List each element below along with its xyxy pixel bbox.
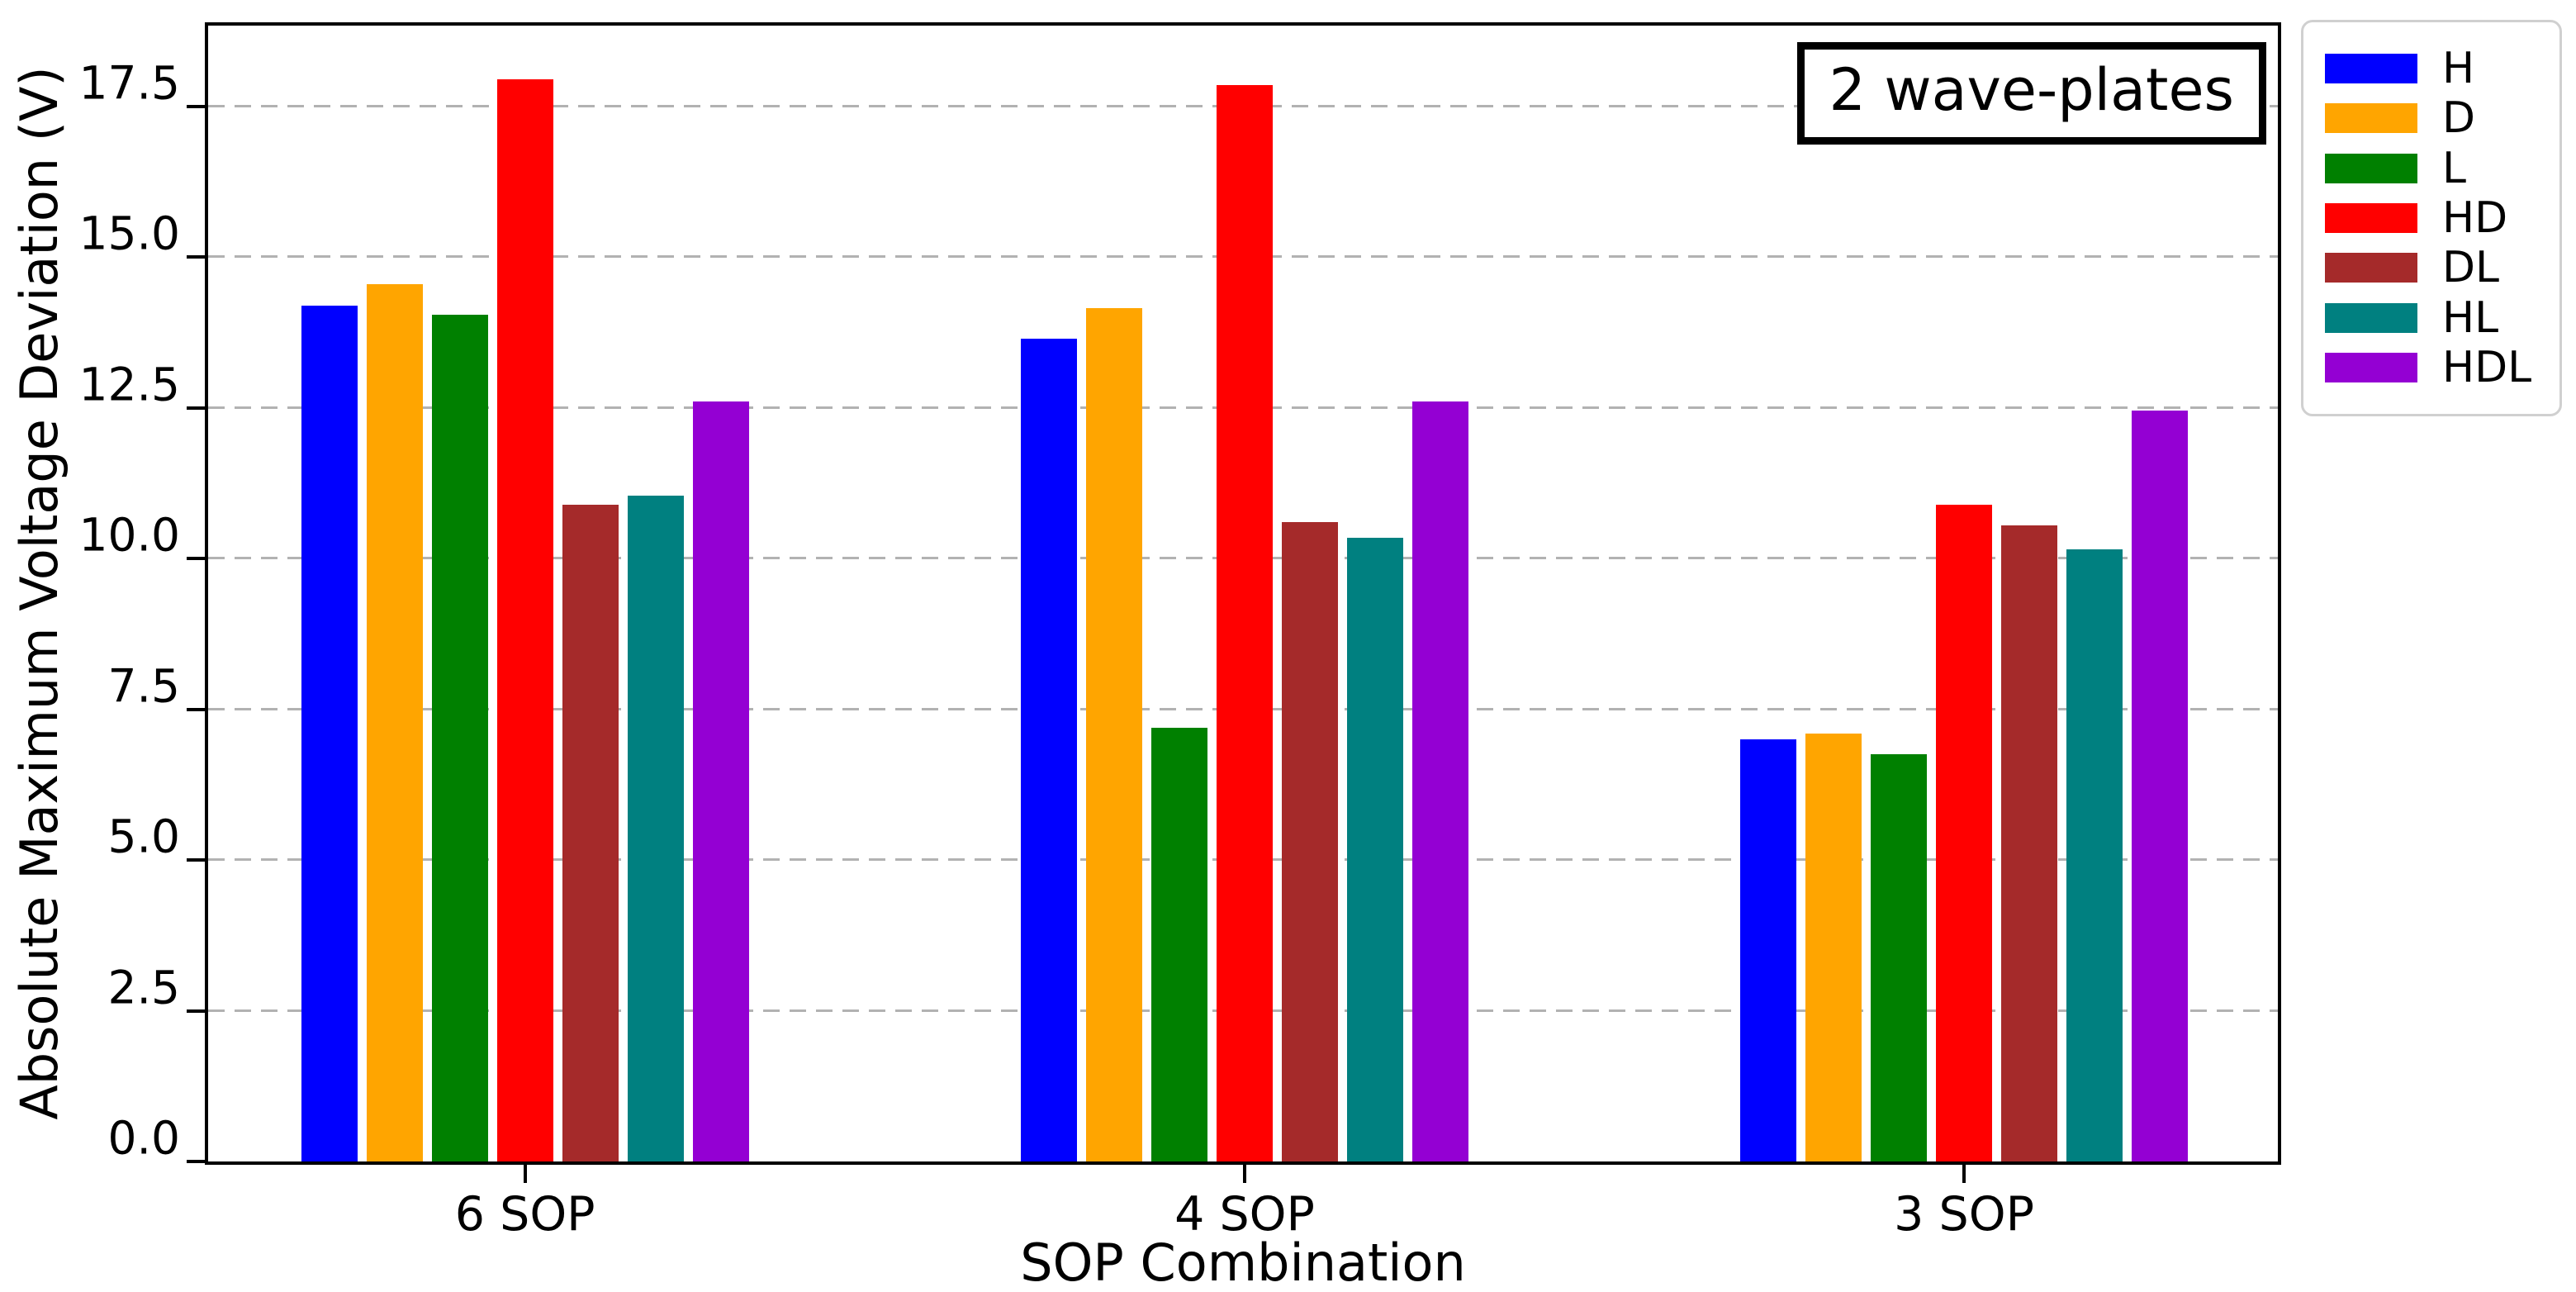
- legend-item-l: L: [2325, 147, 2538, 190]
- legend-label-dl: DL: [2442, 243, 2500, 293]
- y-tick-label-10.0: 10.0: [78, 508, 180, 562]
- legend-swatch-l: [2325, 153, 2417, 183]
- legend-item-hd: HD: [2325, 197, 2538, 240]
- legend-item-hdl: HDL: [2325, 346, 2538, 389]
- legend-swatch-hdl: [2325, 352, 2417, 382]
- annotation-box: 2 wave-plates: [1796, 42, 2266, 145]
- bar-l-3-sop: [1871, 754, 1928, 1161]
- bar-hl-6-sop: [627, 495, 684, 1161]
- x-tick-mark-6-sop: [523, 1165, 527, 1183]
- y-tick-label-0.0: 0.0: [107, 1111, 180, 1165]
- bar-hl-4-sop: [1347, 537, 1403, 1161]
- x-tick-label-4-sop: 4 SOP: [1174, 1187, 1315, 1242]
- y-tick-mark-5.0: [187, 858, 205, 862]
- legend-label-hd: HD: [2442, 192, 2508, 243]
- y-tick-label-2.5: 2.5: [107, 961, 180, 1014]
- legend: H D L HD DL HL HDL: [2301, 20, 2562, 416]
- y-tick-mark-0.0: [187, 1160, 205, 1163]
- bar-hdl-4-sop: [1412, 401, 1468, 1161]
- bar-l-4-sop: [1151, 727, 1207, 1161]
- legend-label-hdl: HDL: [2442, 342, 2532, 392]
- plot-area: 2 wave-plates 0.0 2.5 5.0 7.5 10.0 12.5 15.0 17…: [79, 22, 2281, 1238]
- legend-swatch-hl: [2325, 302, 2417, 333]
- bar-d-3-sop: [1805, 733, 1862, 1161]
- x-tick-mark-4-sop: [1243, 1165, 1246, 1183]
- y-axis-label: Absolute Maximum Voltage Deviation (V): [9, 66, 69, 1120]
- bar-hd-6-sop: [496, 78, 553, 1161]
- bar-dl-3-sop: [2001, 525, 2058, 1161]
- legend-item-dl: DL: [2325, 246, 2538, 289]
- bar-hd-3-sop: [1936, 504, 1993, 1161]
- y-tick-mark-15.0: [187, 255, 205, 259]
- bar-hdl-3-sop: [2132, 411, 2189, 1161]
- legend-label-hl: HL: [2442, 292, 2499, 343]
- annotation-text: 2 wave-plates: [1829, 56, 2234, 124]
- bar-h-3-sop: [1740, 739, 1797, 1161]
- y-tick-mark-17.5: [187, 104, 205, 108]
- bar-dl-6-sop: [562, 504, 619, 1161]
- legend-item-h: H: [2325, 47, 2538, 90]
- x-tick-label-3-sop: 3 SOP: [1894, 1187, 2034, 1242]
- bar-hdl-6-sop: [692, 401, 749, 1161]
- legend-item-d: D: [2325, 97, 2538, 140]
- bar-d-4-sop: [1086, 308, 1142, 1161]
- y-tick-mark-12.5: [187, 406, 205, 410]
- x-tick-mark-3-sop: [1962, 1165, 1966, 1183]
- y-tick-mark-2.5: [187, 1009, 205, 1013]
- y-tick-mark-7.5: [187, 707, 205, 711]
- legend-label-l: L: [2442, 143, 2466, 193]
- bar-d-6-sop: [366, 284, 423, 1161]
- bar-hd-4-sop: [1217, 85, 1273, 1161]
- legend-item-hl: HL: [2325, 297, 2538, 340]
- y-tick-mark-10.0: [187, 557, 205, 561]
- bar-l-6-sop: [431, 314, 488, 1161]
- legend-swatch-hd: [2325, 202, 2417, 233]
- legend-swatch-dl: [2325, 253, 2417, 283]
- y-tick-label-15.0: 15.0: [78, 207, 180, 260]
- bar-h-6-sop: [301, 305, 358, 1161]
- bar-dl-4-sop: [1282, 522, 1338, 1161]
- bar-hl-3-sop: [2066, 549, 2123, 1161]
- y-tick-label-12.5: 12.5: [78, 358, 180, 411]
- legend-swatch-d: [2325, 103, 2417, 134]
- legend-swatch-h: [2325, 54, 2417, 83]
- legend-label-d: D: [2442, 93, 2476, 144]
- y-tick-label-7.5: 7.5: [107, 659, 180, 713]
- y-tick-label-5.0: 5.0: [107, 810, 180, 863]
- x-tick-label-6-sop: 6 SOP: [454, 1187, 595, 1242]
- bar-h-4-sop: [1021, 338, 1077, 1161]
- x-axis-label: SOP Combination: [1020, 1233, 1466, 1292]
- bar-group-6-sop: [301, 78, 749, 1161]
- bar-group-3-sop: [1740, 411, 2189, 1161]
- bar-group-4-sop: [1021, 85, 1468, 1161]
- legend-label-h: H: [2442, 44, 2475, 93]
- y-tick-label-17.5: 17.5: [78, 56, 180, 110]
